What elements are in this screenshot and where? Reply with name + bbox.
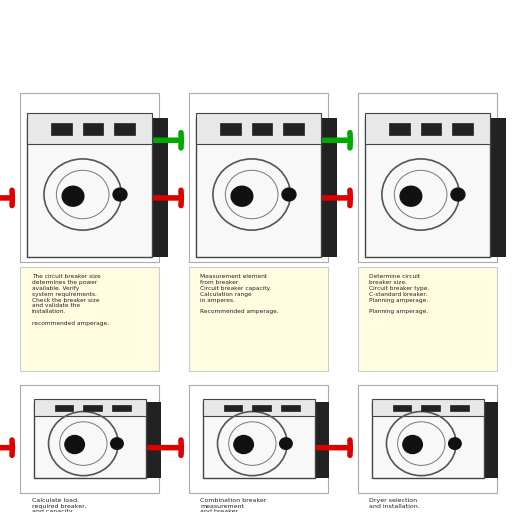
FancyBboxPatch shape [34, 402, 145, 478]
FancyBboxPatch shape [20, 93, 159, 262]
Text: Dryer selection
and installation.: Dryer selection and installation. [370, 498, 420, 508]
FancyBboxPatch shape [421, 123, 441, 135]
FancyBboxPatch shape [284, 123, 304, 135]
FancyBboxPatch shape [372, 399, 483, 416]
FancyBboxPatch shape [28, 118, 152, 257]
FancyBboxPatch shape [189, 385, 328, 493]
FancyBboxPatch shape [197, 118, 321, 257]
FancyBboxPatch shape [389, 123, 410, 135]
FancyBboxPatch shape [197, 113, 321, 144]
FancyBboxPatch shape [421, 405, 440, 411]
Text: Calculate load,
required breaker,
and capacity
installation.: Calculate load, required breaker, and ca… [32, 498, 87, 512]
FancyBboxPatch shape [372, 402, 483, 478]
FancyBboxPatch shape [20, 267, 159, 371]
FancyBboxPatch shape [450, 405, 468, 411]
FancyBboxPatch shape [34, 399, 145, 416]
Circle shape [65, 436, 84, 454]
FancyBboxPatch shape [152, 118, 168, 257]
Circle shape [282, 188, 296, 201]
Text: Measurement element
from breaker
Circuit breaker capacity.
Calculation range
in : Measurement element from breaker Circuit… [201, 274, 279, 314]
FancyBboxPatch shape [365, 118, 489, 257]
FancyBboxPatch shape [281, 405, 300, 411]
FancyBboxPatch shape [83, 405, 102, 411]
FancyBboxPatch shape [20, 385, 159, 493]
FancyBboxPatch shape [483, 402, 499, 478]
Circle shape [280, 438, 292, 450]
FancyBboxPatch shape [489, 118, 506, 257]
FancyBboxPatch shape [145, 402, 161, 478]
Text: Determine circuit
breaker size.
Circuit breaker type.
C-standard breaker.
Planni: Determine circuit breaker size. Circuit … [370, 274, 430, 314]
FancyBboxPatch shape [55, 405, 73, 411]
FancyBboxPatch shape [358, 93, 497, 262]
Circle shape [400, 186, 422, 206]
FancyBboxPatch shape [453, 123, 473, 135]
FancyBboxPatch shape [252, 405, 271, 411]
FancyBboxPatch shape [115, 123, 135, 135]
Text: A Guide to Selecting the Right Breaker for a Dryer: A Guide to Selecting the Right Breaker f… [89, 14, 423, 27]
FancyBboxPatch shape [365, 113, 489, 144]
FancyBboxPatch shape [28, 113, 152, 144]
Circle shape [451, 188, 465, 201]
Circle shape [449, 438, 461, 450]
FancyBboxPatch shape [393, 405, 411, 411]
FancyBboxPatch shape [203, 402, 314, 478]
FancyBboxPatch shape [321, 118, 337, 257]
FancyBboxPatch shape [83, 123, 103, 135]
FancyBboxPatch shape [358, 267, 497, 371]
FancyBboxPatch shape [224, 405, 242, 411]
Circle shape [111, 438, 123, 450]
FancyBboxPatch shape [189, 267, 328, 371]
FancyBboxPatch shape [189, 93, 328, 262]
FancyBboxPatch shape [51, 123, 72, 135]
Text: The circuit breaker size
determines the power
available. Verify
system requireme: The circuit breaker size determines the … [32, 274, 109, 326]
FancyBboxPatch shape [112, 405, 131, 411]
Text: Combination breaker
measurement
and breaker.: Combination breaker measurement and brea… [201, 498, 267, 512]
Circle shape [234, 436, 253, 454]
FancyBboxPatch shape [203, 399, 314, 416]
FancyBboxPatch shape [314, 402, 330, 478]
Circle shape [62, 186, 84, 206]
FancyBboxPatch shape [358, 385, 497, 493]
Circle shape [403, 436, 422, 454]
FancyBboxPatch shape [220, 123, 241, 135]
Circle shape [113, 188, 127, 201]
FancyBboxPatch shape [252, 123, 272, 135]
Circle shape [231, 186, 253, 206]
